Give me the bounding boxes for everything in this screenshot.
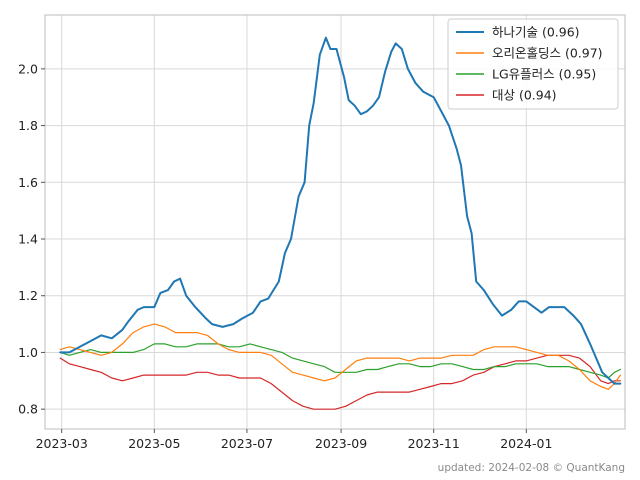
x-tick-label: 2024-01 — [500, 436, 552, 451]
footer-credit: updated: 2024-02-08 © QuantKang — [438, 462, 625, 474]
legend-label: 하나기술 (0.96) — [492, 25, 580, 40]
y-tick-label: 1.2 — [18, 288, 38, 303]
legend-entry: 하나기술 (0.96) — [456, 25, 580, 40]
y-grid — [45, 68, 625, 410]
x-tick-label: 2023-03 — [36, 436, 88, 451]
x-tick-label: 2023-07 — [221, 436, 273, 451]
legend-entry: 대상 (0.94) — [456, 88, 557, 103]
series-lines — [59, 36, 622, 410]
legend-label: 오리온홀딩스 (0.97) — [492, 46, 603, 61]
x-tick-label: 2023-05 — [128, 436, 180, 451]
x-tick-labels: 2023-03 2023-05 2023-07 2023-09 2023-11 2024-… — [36, 429, 552, 451]
legend: 하나기술 (0.96) 오리온홀딩스 (0.97) LG유플러스 (0.95) … — [447, 18, 619, 110]
y-tick-labels: 0.8 1.0 1.2 1.4 1.6 1.8 2.0 — [18, 61, 45, 417]
legend-entry: 오리온홀딩스 (0.97) — [456, 46, 603, 61]
y-tick-label: 1.6 — [18, 175, 38, 190]
x-tick-label: 2023-09 — [315, 436, 367, 451]
y-tick-label: 0.8 — [18, 402, 38, 417]
x-tick-label: 2023-11 — [408, 436, 460, 451]
series-line — [59, 354, 621, 410]
y-tick-label: 2.0 — [18, 61, 38, 76]
series-line — [59, 323, 621, 390]
legend-box — [447, 18, 619, 110]
legend-label: 대상 (0.94) — [492, 88, 557, 103]
y-tick-label: 1.8 — [18, 118, 38, 133]
legend-label: LG유플러스 (0.95) — [492, 67, 596, 82]
y-tick-label: 1.0 — [18, 345, 38, 360]
legend-entry: LG유플러스 (0.95) — [456, 67, 596, 82]
series-line — [59, 36, 622, 385]
y-tick-label: 1.4 — [18, 232, 38, 247]
series-line — [59, 343, 621, 379]
plot-frame — [44, 14, 626, 430]
